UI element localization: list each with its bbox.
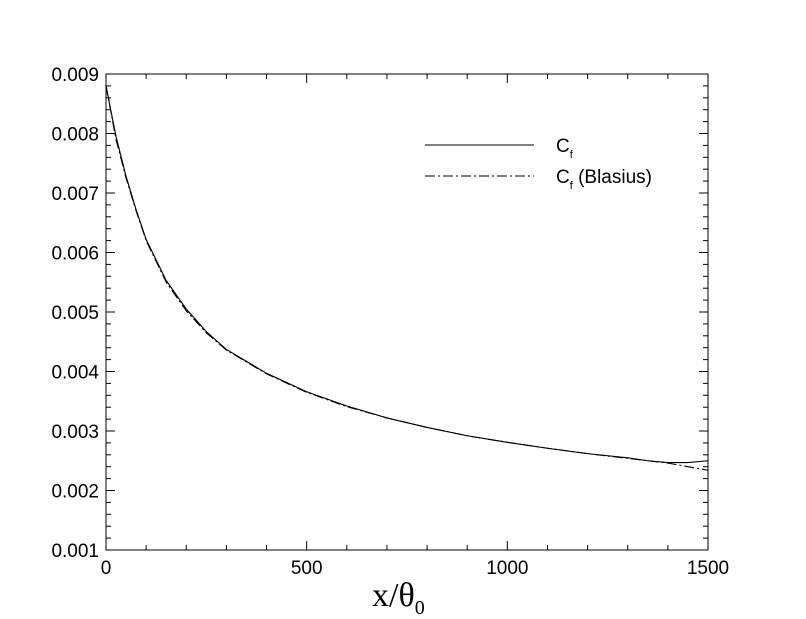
x-axis-label: x/θ0: [372, 577, 425, 619]
legend-label-0: Cf: [556, 136, 574, 161]
x-axis-ticks: 0 500 1000 1500: [101, 74, 729, 579]
y-tick-label: 0.004: [51, 363, 99, 384]
y-tick-label: 0.007: [51, 184, 99, 205]
y-axis-ticks: 0.001 0.002 0.003 0.004 0.005 0.006 0.007 0.008…: [51, 65, 708, 562]
y-tick-label: 0.008: [51, 125, 99, 146]
x-tick-label: 1500: [687, 558, 729, 579]
legend-label-1: Cf (Blasius): [556, 167, 652, 192]
plot-frame: [105, 73, 709, 551]
y-tick-label: 0.009: [51, 65, 99, 86]
x-tick-label: 500: [291, 558, 323, 579]
y-tick-label: 0.005: [51, 303, 99, 324]
x-tick-label: 1000: [486, 558, 528, 579]
series-line-0: [105, 85, 709, 464]
y-tick-label: 0.001: [51, 541, 99, 562]
series-lines: [105, 85, 709, 471]
x-tick-label: 0: [101, 558, 112, 579]
y-tick-label: 0.002: [51, 482, 99, 503]
y-tick-label: 0.003: [51, 422, 99, 443]
y-tick-label: 0.006: [51, 244, 99, 265]
legend: Cf Cf (Blasius): [425, 136, 652, 192]
series-line-1: [105, 85, 709, 471]
